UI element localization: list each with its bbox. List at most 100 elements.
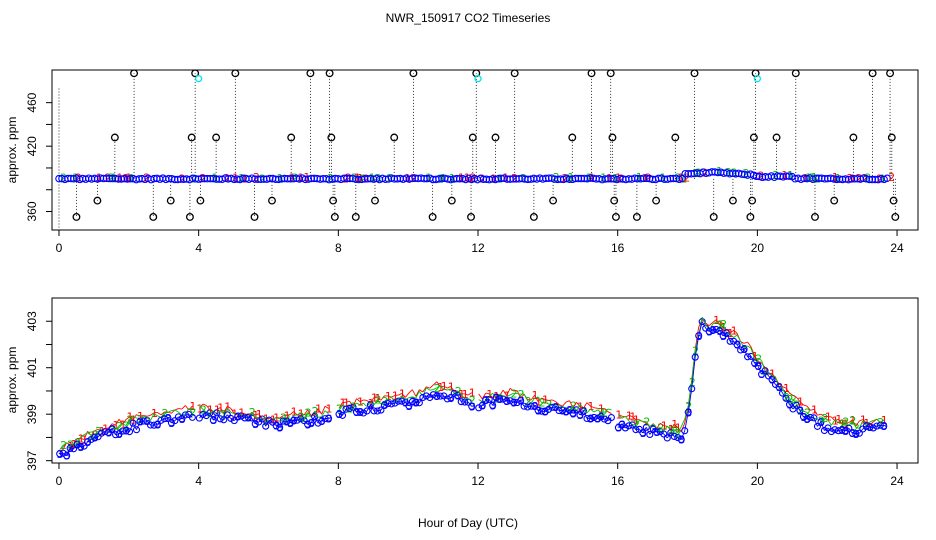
series-segment — [443, 388, 448, 391]
series-segment — [827, 419, 832, 426]
series-segment — [125, 416, 130, 420]
series-segment — [736, 334, 742, 342]
series-segment — [447, 388, 451, 391]
calibration-point — [306, 69, 315, 78]
series-segment — [851, 420, 857, 428]
series-segment — [586, 408, 591, 414]
series-label: 2 — [692, 344, 699, 357]
series-segment — [377, 397, 382, 401]
series-segment — [726, 332, 731, 342]
data-point — [283, 417, 291, 425]
series-label: 3 — [490, 399, 497, 412]
data-point-label: 1 — [496, 172, 503, 185]
data-point — [848, 429, 856, 437]
series-segment — [59, 444, 64, 451]
series-segment — [478, 399, 483, 402]
series-label: 3 — [381, 399, 388, 412]
series-segment — [579, 404, 584, 409]
series-segment — [405, 392, 410, 398]
series-label: 3 — [168, 417, 175, 430]
series-segment — [174, 416, 179, 421]
data-point — [349, 403, 357, 411]
data-point — [803, 415, 811, 423]
series-segment — [429, 389, 434, 391]
series-segment — [628, 415, 633, 418]
series-segment — [150, 413, 155, 421]
series-segment — [750, 356, 755, 364]
data-point — [195, 414, 203, 422]
series-segment — [761, 360, 766, 372]
data-point — [167, 419, 175, 427]
calibration-point — [110, 133, 119, 142]
series-segment — [279, 415, 284, 419]
data-point — [576, 411, 584, 419]
data-point — [600, 415, 608, 423]
data-point — [698, 318, 706, 326]
data-point — [356, 408, 364, 416]
series-label: 3 — [287, 417, 294, 430]
series-segment — [555, 406, 560, 411]
series-segment — [848, 419, 853, 423]
data-point — [377, 406, 385, 414]
y-tick-label: 460 — [25, 92, 39, 112]
series-segment — [838, 418, 843, 424]
series-label: 1 — [727, 327, 734, 340]
series-segment — [457, 390, 462, 395]
series-segment — [492, 392, 497, 399]
x-tick-label: 0 — [56, 474, 63, 488]
series-segment — [293, 414, 298, 416]
data-point — [513, 399, 521, 407]
calibration-point — [166, 196, 175, 205]
data-point — [408, 398, 416, 406]
data-point — [345, 404, 354, 412]
series-segment — [391, 395, 396, 398]
calibration-point — [868, 69, 877, 78]
calibration-point — [749, 133, 758, 142]
series-segment — [583, 402, 588, 409]
series-segment — [880, 419, 884, 423]
series-segment — [701, 317, 707, 325]
data-point-label: 1 — [425, 172, 432, 185]
data-point — [443, 395, 451, 403]
data-point-label: 1 — [568, 171, 575, 184]
data-point-label: 2 — [179, 172, 186, 185]
data-point-label: 2 — [562, 172, 569, 185]
series-segment — [205, 405, 211, 410]
series-label: 1 — [67, 440, 74, 453]
series-segment — [66, 442, 71, 445]
series-segment — [509, 392, 514, 396]
series-segment — [722, 324, 728, 334]
calibration-point — [886, 69, 895, 78]
series-segment — [754, 362, 759, 367]
series-segment — [220, 410, 225, 415]
data-point — [132, 426, 141, 434]
series-segment — [405, 402, 410, 407]
data-point-label: 1 — [303, 171, 310, 184]
data-point — [737, 346, 745, 354]
series-segment — [188, 408, 193, 413]
data-point — [695, 332, 703, 340]
series-segment — [820, 421, 825, 431]
series-segment — [705, 324, 710, 332]
data-point — [450, 389, 458, 397]
data-point-label: 1 — [636, 171, 643, 184]
series-segment — [261, 418, 267, 427]
panel-bottom-ylabel: approx. ppm — [5, 347, 19, 414]
series-label: 3 — [406, 400, 413, 413]
x-tick-label: 24 — [890, 474, 904, 488]
series-label: 2 — [668, 425, 675, 438]
series-label: 2 — [301, 412, 308, 425]
series-segment — [447, 386, 451, 389]
series-segment — [813, 417, 818, 427]
data-point — [307, 419, 315, 427]
series-segment — [792, 405, 797, 410]
series-segment — [443, 385, 448, 389]
series-segment — [831, 419, 836, 426]
calibration-point — [510, 69, 519, 78]
series-label: 3 — [685, 406, 692, 419]
series-segment — [226, 408, 232, 413]
series-label: 1 — [343, 396, 350, 409]
